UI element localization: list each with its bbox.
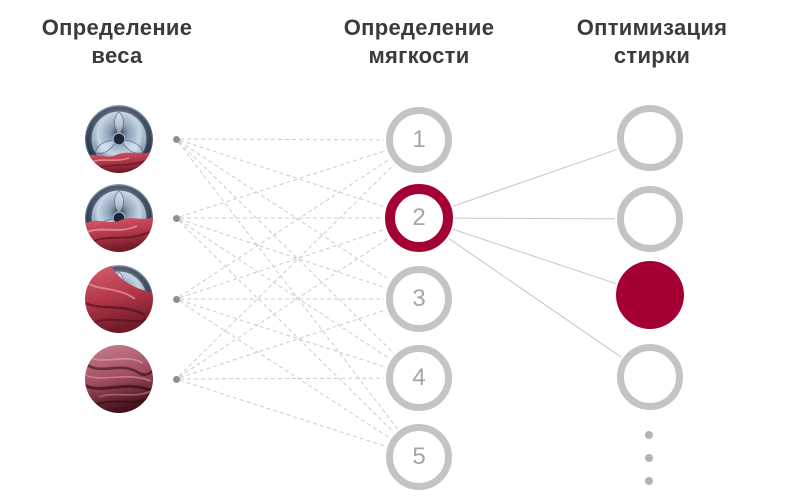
input-node-dot-1 [172, 135, 180, 143]
softness-node-3: 3 [386, 266, 452, 332]
optimization-node-3-selected [616, 261, 684, 329]
softness-node-label: 5 [412, 443, 426, 470]
softness-node-label: 2 [412, 204, 426, 231]
input-node-dot-2 [172, 214, 180, 222]
more-outputs-dot-1 [645, 431, 653, 439]
softness-node-2-selected: 2 [385, 184, 453, 252]
laundry-photo-1 [85, 105, 153, 173]
optimization-node-2 [617, 186, 683, 252]
more-outputs-dot-3 [645, 477, 653, 485]
softness-node-1: 1 [386, 107, 452, 173]
optimization-node-4 [617, 344, 683, 410]
softness-node-4: 4 [386, 345, 452, 411]
softness-node-5: 5 [386, 424, 452, 490]
laundry-photo-4 [85, 345, 153, 413]
column-title-weight: Определение веса [41, 15, 193, 68]
more-outputs-dot-2 [645, 454, 653, 462]
softness-node-label: 1 [412, 126, 426, 153]
input-node-dot-3 [172, 295, 180, 303]
column-title-softness: Определение мягкости [343, 15, 495, 68]
laundry-photo-2 [85, 184, 153, 252]
optimization-node-1 [617, 105, 683, 171]
softness-node-label: 4 [412, 364, 426, 391]
column-title-optimization: Оптимизация стирки [576, 15, 728, 68]
input-node-dot-4 [172, 375, 180, 383]
laundry-photo-3 [85, 265, 153, 333]
softness-node-label: 3 [412, 285, 426, 312]
